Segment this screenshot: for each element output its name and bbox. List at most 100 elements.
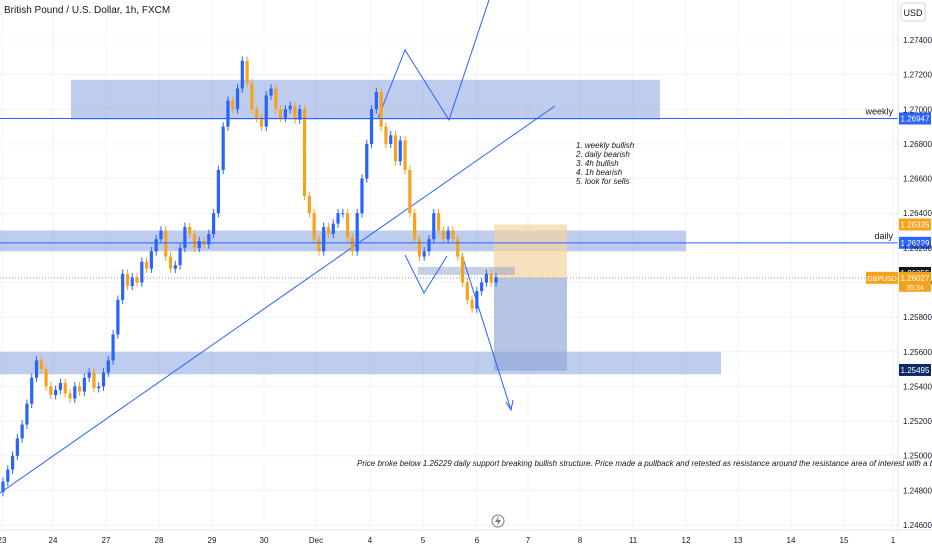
x-tick-label: 4 <box>368 536 373 545</box>
y-tick-label: 1.26400 <box>903 209 932 218</box>
y-tick-label: 1.26600 <box>903 175 932 184</box>
candle-body <box>403 140 407 170</box>
x-tick-label: 12 <box>682 536 691 545</box>
candle-body <box>346 213 350 238</box>
x-tick-label: Dec <box>309 536 323 545</box>
lightning-icon[interactable] <box>491 514 505 528</box>
candle-body <box>269 88 273 96</box>
candle-body <box>365 143 369 179</box>
candle-body <box>188 227 192 234</box>
take-profit-area[interactable] <box>494 277 567 371</box>
candle-body <box>212 213 216 234</box>
short-position-tool[interactable] <box>418 224 567 371</box>
candle-body <box>226 100 230 127</box>
y-tick-label: 1.24800 <box>903 486 932 495</box>
candle-body <box>183 227 187 248</box>
candle-body <box>144 261 149 269</box>
candle-body <box>173 265 177 269</box>
candle-body <box>15 438 19 456</box>
candle-body <box>302 109 307 196</box>
candle-body <box>441 230 445 240</box>
candle-body <box>422 251 426 257</box>
candle-body <box>336 213 340 224</box>
candle-body <box>250 83 254 110</box>
candle-body <box>480 282 484 292</box>
candle-body <box>259 117 264 127</box>
currency-label: USD <box>903 8 923 18</box>
candle-body <box>240 60 244 89</box>
candle-body <box>25 403 29 425</box>
y-tick-label: 1.27200 <box>903 71 932 80</box>
countdown-text: 35:34 <box>906 285 924 292</box>
candle-body <box>451 230 455 240</box>
candle-body <box>408 169 412 214</box>
candle-body <box>159 230 163 240</box>
candle-body <box>10 455 15 470</box>
candle-body <box>216 169 220 214</box>
candle-body <box>92 372 96 389</box>
currency-button[interactable] <box>900 2 926 22</box>
x-tick-label: 13 <box>734 536 743 545</box>
x-tick-label: 8 <box>578 536 583 545</box>
x-tick-label: 7 <box>526 536 531 545</box>
candle-body <box>39 360 43 370</box>
level-price-text: 1.26947 <box>901 114 930 123</box>
y-tick-label: 1.26200 <box>903 244 932 253</box>
trendline <box>0 105 556 494</box>
candle-body <box>470 299 474 309</box>
candle-body <box>494 277 498 283</box>
level-lines: weekly 1.26947 daily 1.26229 <box>0 106 931 249</box>
candle-body <box>121 273 125 300</box>
candle-body <box>446 230 450 240</box>
x-tick-label: 5 <box>421 536 426 545</box>
candle-body <box>1 481 5 493</box>
candle-body <box>116 299 120 335</box>
candle-body <box>255 109 259 118</box>
candle-body <box>389 135 393 144</box>
candle-body <box>197 240 201 248</box>
candle-body <box>274 88 278 110</box>
note-1: 1. weekly bullish <box>576 141 635 150</box>
candle-body <box>6 469 10 482</box>
candle-body <box>73 386 77 399</box>
candle-body <box>30 377 34 404</box>
note-4: 4. 1h bearish <box>576 168 623 177</box>
candle-body <box>436 213 441 231</box>
candle-body <box>245 60 249 84</box>
candle-body <box>393 135 398 162</box>
candle-body <box>178 247 182 266</box>
candle-body <box>101 372 106 387</box>
candle-body <box>465 282 469 300</box>
x-tick-label: 29 <box>208 536 217 545</box>
countdown-badge <box>899 282 931 292</box>
candle-body <box>135 277 139 283</box>
candle-body <box>34 360 39 378</box>
candle-body <box>168 256 173 269</box>
pullback-box <box>418 266 515 275</box>
candle-body <box>374 91 378 110</box>
x-tick-label: 15 <box>840 536 849 545</box>
candle-body <box>331 223 335 234</box>
candle-body <box>369 109 374 144</box>
candle-body <box>341 213 345 215</box>
x-tick-label: 24 <box>49 536 58 545</box>
price-badge <box>899 363 931 376</box>
candle-body <box>87 372 91 378</box>
candle-body <box>288 105 292 110</box>
x-tick-label: 1 <box>891 536 896 545</box>
y-tick-label: 1.25000 <box>903 452 932 461</box>
x-tick-label: 28 <box>155 536 164 545</box>
candle-body <box>326 227 331 234</box>
y-tick-label: 1.25800 <box>903 313 932 322</box>
x-tick-label: 23 <box>0 536 7 545</box>
candle-body <box>106 360 110 373</box>
price-badge <box>899 218 931 231</box>
level-price-badge <box>899 236 931 249</box>
candle-body <box>54 389 58 396</box>
chart-title: British Pound / U.S. Dollar, 1h, FXCM <box>4 5 170 16</box>
y-tick-label: 1.25200 <box>903 417 932 426</box>
candle-body <box>192 234 197 248</box>
candle-body <box>427 239 431 252</box>
candle-body <box>44 369 48 387</box>
